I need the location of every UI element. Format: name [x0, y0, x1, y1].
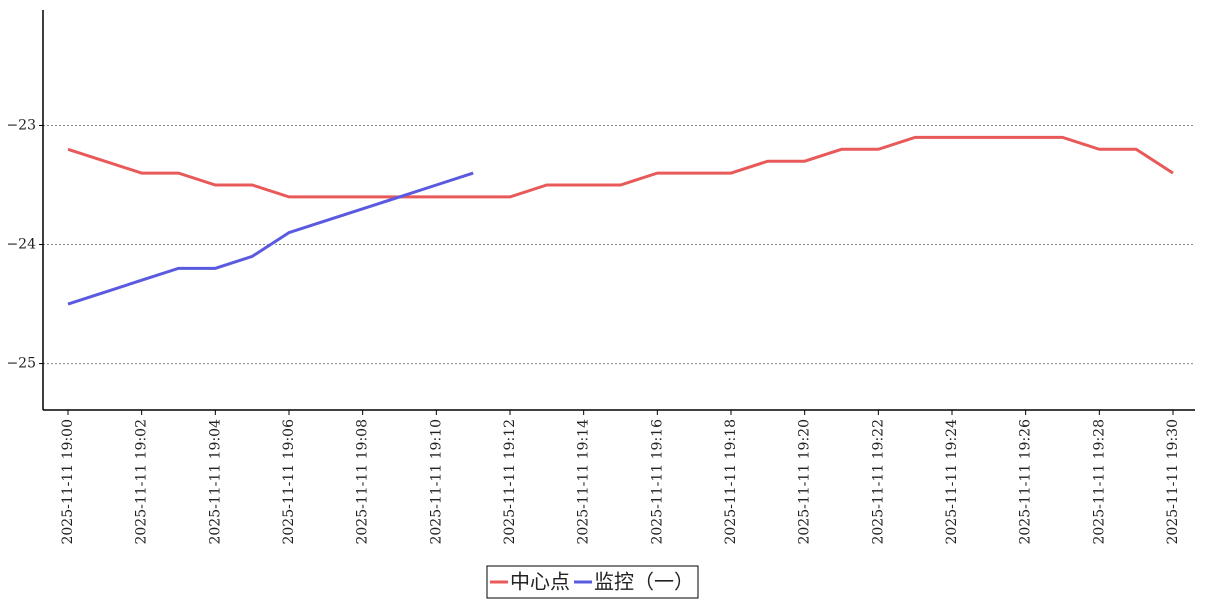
x-tick-label: 2025-11-11 19:24 [944, 419, 960, 545]
x-tick-label: 2025-11-11 19:00 [60, 419, 76, 545]
x-tick-label: 2025-11-11 19:14 [576, 419, 592, 545]
x-tick-label: 2025-11-11 19:06 [281, 419, 297, 545]
y-tick-label: −25 [6, 356, 36, 372]
x-tick-label: 2025-11-11 19:28 [1091, 419, 1107, 545]
series-line [67, 171, 474, 306]
series-line [67, 135, 1174, 199]
x-tick-label: 2025-11-11 19:12 [502, 419, 518, 545]
y-tick-label: −24 [6, 237, 36, 253]
x-tick-label: 2025-11-11 19:22 [870, 419, 886, 545]
x-tick-label: 2025-11-11 19:18 [723, 419, 739, 545]
x-tick-label: 2025-11-11 19:30 [1165, 419, 1181, 545]
y-tick-label: −23 [6, 117, 36, 133]
x-tick-label: 2025-11-11 19:08 [355, 419, 371, 545]
legend: 中心点 监控（一） [486, 565, 699, 599]
x-tick-label: 2025-11-11 19:16 [649, 419, 665, 545]
x-tick-label: 2025-11-11 19:20 [797, 419, 813, 545]
x-tick-label: 2025-11-11 19:04 [207, 419, 223, 545]
legend-label: 中心点 [510, 570, 570, 594]
legend-box [486, 565, 699, 599]
legend-label: 监控（一） [594, 570, 694, 594]
x-tick-label: 2025-11-11 19:26 [1018, 419, 1034, 545]
x-tick-label: 2025-11-11 19:02 [134, 419, 150, 545]
x-tick-label: 2025-11-11 19:10 [428, 419, 444, 545]
